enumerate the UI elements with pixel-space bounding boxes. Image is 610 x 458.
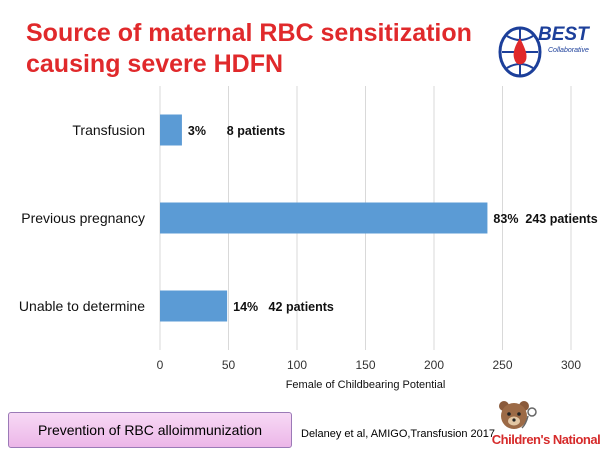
category-label: Unable to determine: [19, 298, 145, 314]
x-axis-label: Female of Childbearing Potential: [286, 379, 446, 391]
blood-drop-icon: [513, 38, 527, 65]
x-tick-label: 250: [492, 358, 512, 372]
childrens-national-logo: Children's National: [488, 396, 604, 452]
category-label: Previous pregnancy: [21, 210, 145, 226]
x-tick-label: 200: [424, 358, 444, 372]
x-tick-label: 150: [355, 358, 375, 372]
logo-name: BEST: [538, 24, 590, 45]
best-collaborative-logo: BEST Collaborative: [498, 24, 590, 78]
x-tick-label: 50: [222, 358, 236, 372]
bar: [160, 202, 488, 234]
data-label: 14% 42 patients: [233, 300, 334, 314]
category-label: Transfusion: [72, 122, 145, 138]
x-tick-label: 100: [287, 358, 307, 372]
slide-title: Source of maternal RBC sensitization cau…: [26, 19, 472, 78]
data-label: 3% 8 patients: [188, 124, 285, 138]
x-tick-label: 300: [561, 358, 581, 372]
hospital-logo-text: Children's National: [491, 432, 601, 447]
prevention-button-label: Prevention of RBC alloimmunization: [37, 422, 263, 438]
x-tick-label: 0: [157, 358, 164, 372]
data-label: 83% 243 patients: [493, 212, 597, 226]
bar: [160, 290, 228, 322]
logo-subtitle: Collaborative: [548, 47, 589, 54]
bar: [160, 114, 182, 146]
citation: Delaney et al, AMIGO,Transfusion 2017: [301, 428, 496, 440]
prevention-button[interactable]: Prevention of RBC alloimmunization: [8, 412, 292, 448]
teddy-bear-icon: [499, 401, 537, 429]
bar-chart: 0 50 100 150 200 250 300 Transfusion 3% 8 patien…: [19, 86, 598, 391]
